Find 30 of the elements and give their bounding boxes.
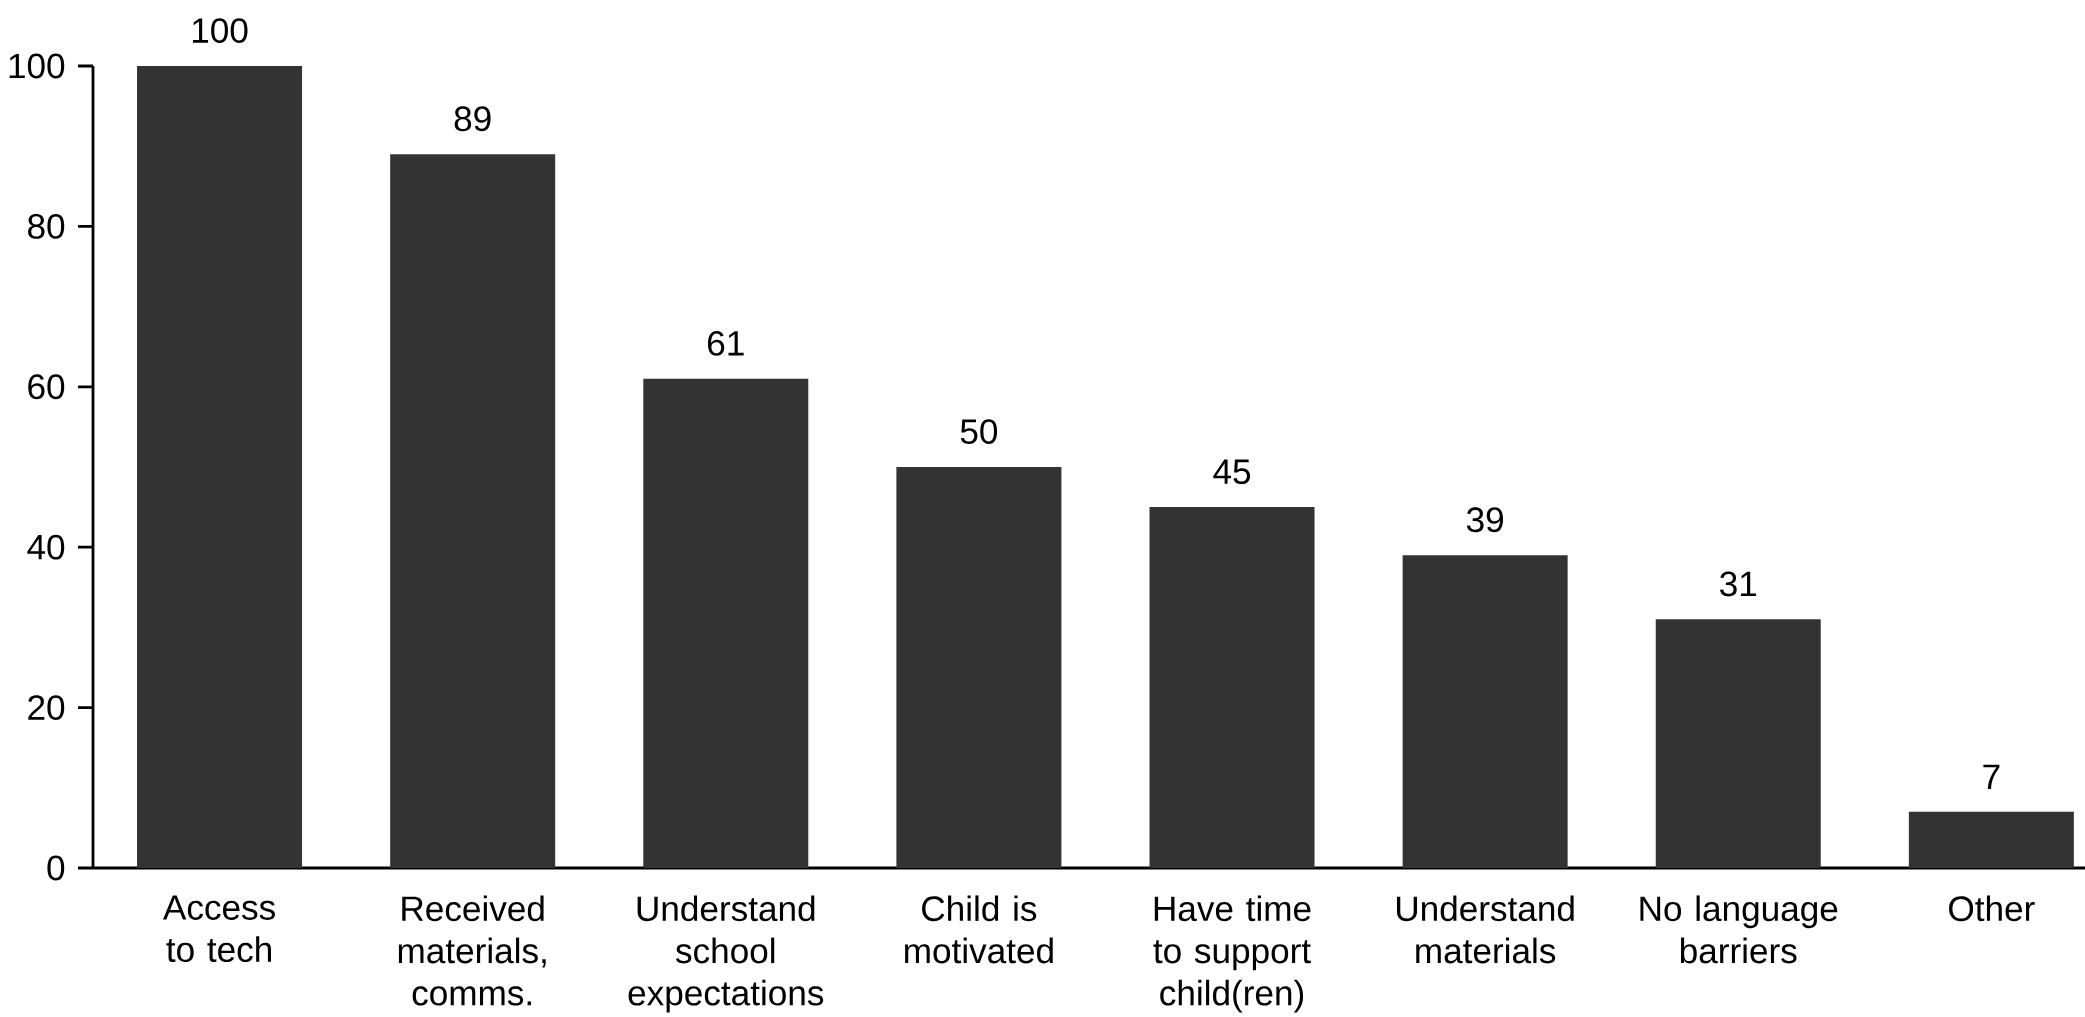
x-tick-label: Understand materials — [1396, 895, 1574, 964]
x-tick-label: No language barriers — [1640, 895, 1838, 964]
x-tick-label: Have time to support child(ren) — [1153, 895, 1311, 1013]
data-label: 39 — [1466, 507, 1504, 533]
bar — [1149, 507, 1315, 868]
y-tick-label: 20 — [28, 695, 65, 721]
bar — [1908, 811, 2074, 868]
x-tick-label: Access to tech — [162, 895, 275, 963]
data-label: 50 — [960, 419, 998, 445]
x-tick-label: Received materials, comms. — [398, 895, 546, 1006]
y-tick-label: 80 — [28, 213, 65, 239]
bar — [390, 154, 556, 868]
x-tick-label: Understand school expectations — [628, 895, 824, 1013]
y-tick-label: 40 — [27, 534, 65, 560]
bar — [137, 65, 303, 868]
y-tick-label: 0 — [47, 855, 65, 881]
data-label: 89 — [454, 106, 491, 132]
x-tick-label: Child is motivated — [905, 895, 1053, 964]
x-tick-label: Other — [1949, 895, 2035, 922]
bar — [896, 466, 1062, 868]
data-label: 7 — [1983, 764, 2000, 789]
bar — [1655, 619, 1821, 868]
bar — [643, 378, 809, 868]
bar — [1402, 555, 1568, 868]
data-label: 100 — [192, 18, 248, 44]
y-tick-label: 60 — [28, 374, 65, 400]
y-tick-label: 100 — [9, 53, 65, 79]
data-label: 61 — [708, 330, 744, 356]
data-label: 45 — [1213, 459, 1251, 485]
data-label: 31 — [1720, 571, 1757, 597]
